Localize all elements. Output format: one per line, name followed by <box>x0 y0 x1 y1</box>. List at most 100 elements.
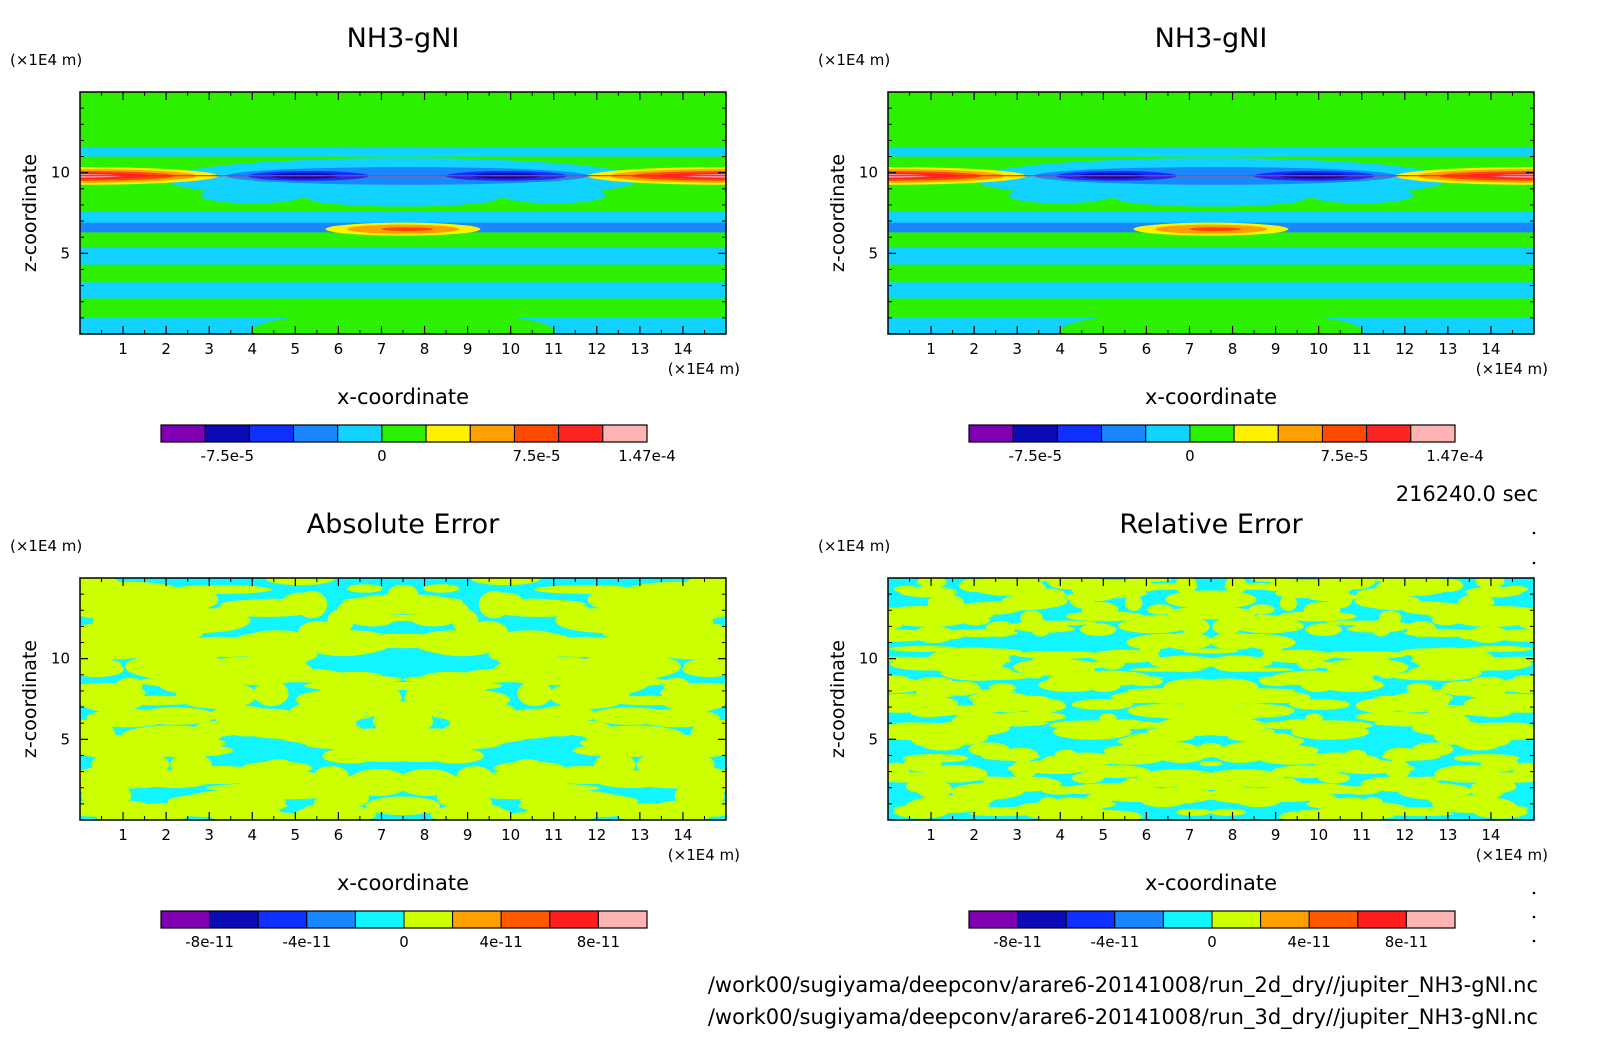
z-unit-label: (×1E4 m) <box>818 537 890 555</box>
contour-blob <box>535 705 596 725</box>
colorbar-label: 4e-11 <box>480 933 523 951</box>
contour-blob <box>1362 776 1433 792</box>
contour-blob <box>514 637 578 654</box>
contour-blob <box>913 626 955 643</box>
contour-blob <box>1197 794 1256 801</box>
contour-blob <box>1255 735 1305 747</box>
x-tick-label: 2 <box>161 826 171 844</box>
x-tick-label: 2 <box>969 826 979 844</box>
x-tick-label: 2 <box>161 340 171 358</box>
contour-blob <box>1309 752 1361 768</box>
contour-blob <box>1065 611 1145 622</box>
contour-blob <box>663 739 726 755</box>
contour-blob <box>1025 588 1066 603</box>
x-tick-label: 6 <box>1142 340 1152 358</box>
colorbar-swatch <box>425 424 471 443</box>
x-tick-label: 4 <box>1055 340 1065 358</box>
colorbar-swatch <box>1065 910 1116 929</box>
colorbar-swatch <box>500 910 551 929</box>
margin-dot <box>1532 561 1536 565</box>
contour-blob <box>80 739 143 755</box>
colorbar-swatch <box>257 910 308 929</box>
contour-blob <box>917 578 947 589</box>
x-tick-label: 8 <box>420 826 430 844</box>
contour-blob <box>1502 585 1528 593</box>
contour-blob <box>1244 635 1296 650</box>
z-unit-label: (×1E4 m) <box>818 51 890 69</box>
contour-blob <box>981 752 1041 761</box>
contour-blob <box>975 578 1015 594</box>
contour-blob <box>1467 626 1509 643</box>
contour-blob <box>1496 677 1534 694</box>
x-tick-label: 10 <box>1309 826 1328 844</box>
contour-blob <box>1128 676 1163 687</box>
contour-blob <box>894 585 920 593</box>
colorbar-label: 8e-11 <box>1385 933 1428 951</box>
contour-blob <box>911 733 970 748</box>
contour-blob <box>1475 708 1512 718</box>
contour-blob <box>1443 680 1489 691</box>
colorbar-swatch <box>248 424 295 443</box>
contour-blob <box>238 769 315 795</box>
colorbar-label: 0 <box>377 447 387 465</box>
contour-mid-high <box>1189 227 1242 232</box>
contour-band-cyan <box>888 282 1534 299</box>
contour-blob <box>1355 698 1404 713</box>
colorbar-swatch <box>381 424 427 443</box>
x-tick-label: 13 <box>630 826 649 844</box>
contour-blob <box>1379 610 1402 625</box>
contour-blob <box>80 687 146 713</box>
y-tick-label: 10 <box>51 164 70 182</box>
y-axis-label: z-coordinate <box>19 154 41 272</box>
contour-blob <box>1476 772 1534 783</box>
colorbar-swatch <box>354 910 405 929</box>
contour-blob <box>903 756 942 772</box>
contour-blob <box>1325 620 1394 626</box>
contour-bottom-hump <box>252 311 554 334</box>
contour-band-cyan <box>888 246 1534 265</box>
contour-blob <box>952 712 1017 730</box>
contour-blob <box>141 727 172 735</box>
contour-blob <box>1475 606 1528 612</box>
contour-blob <box>1407 664 1482 681</box>
colorbar-frame <box>968 424 1456 443</box>
contour-field <box>888 92 1534 334</box>
contour-blob <box>1320 678 1384 692</box>
contour-blob <box>1137 769 1219 787</box>
contour-blob <box>1080 623 1117 636</box>
x-tick-label: 11 <box>1352 826 1371 844</box>
panel-title: Absolute Error <box>307 509 500 540</box>
contour-blob <box>589 677 669 687</box>
colorbar-swatch <box>968 424 1014 443</box>
x-tick-label: 1 <box>118 340 128 358</box>
contour-blob <box>298 621 338 642</box>
x-tick-label: 1 <box>118 826 128 844</box>
contour-band-cyan <box>80 282 726 299</box>
contour-blob <box>1127 703 1209 718</box>
contour-mid-high <box>381 227 434 232</box>
contour-blob <box>1277 611 1357 622</box>
contour-line <box>888 175 1534 177</box>
colorbar-label: 0 <box>1185 447 1195 465</box>
z-unit-label: (×1E4 m) <box>10 51 82 69</box>
y-axis-label: z-coordinate <box>19 640 41 758</box>
colorbar-label: 1.47e-4 <box>1426 447 1484 465</box>
x-tick-label: 6 <box>334 340 344 358</box>
colorbar-frame <box>160 424 648 443</box>
contour-blob <box>468 621 508 642</box>
contour-blob <box>1200 726 1275 737</box>
margin-dot <box>1532 891 1536 895</box>
colorbar-swatch <box>204 424 250 443</box>
contour-blob <box>369 796 441 816</box>
contour-blob <box>347 584 383 593</box>
contour-blob <box>1065 809 1143 820</box>
contour-blob <box>1196 678 1259 696</box>
x-tick-label: 7 <box>377 826 387 844</box>
x-tick-label: 14 <box>1481 826 1500 844</box>
colorbar-swatch <box>1189 424 1235 443</box>
contour-blob <box>463 804 502 813</box>
contour-blob <box>1259 676 1294 687</box>
x-tick-label: 9 <box>463 340 473 358</box>
x-axis-label: x-coordinate <box>337 871 469 895</box>
